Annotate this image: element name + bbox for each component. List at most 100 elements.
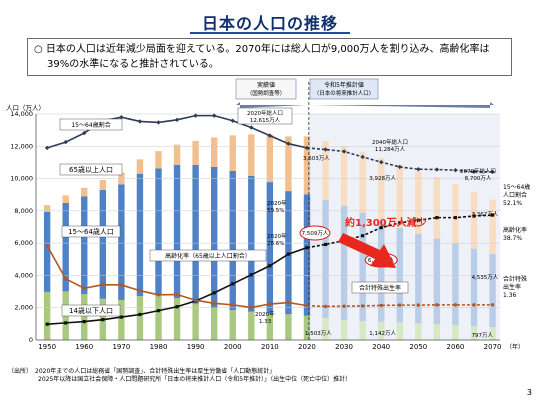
aging-rate-line-point-2065 bbox=[472, 214, 476, 218]
bar-working-2000 bbox=[229, 171, 236, 311]
bar-young-2035 bbox=[359, 321, 366, 340]
working-ratio-line-point-1955 bbox=[63, 139, 68, 145]
bar-young-1980 bbox=[155, 295, 162, 340]
projection-header-title: 令和5年推計値 bbox=[324, 81, 364, 89]
right-fertility-a: 合計特殊 bbox=[503, 275, 527, 283]
working-ratio-line-point-2050 bbox=[416, 167, 421, 172]
bar-young-2020 bbox=[303, 315, 311, 340]
peak-2020-label-line1: 2020年総人口 bbox=[247, 109, 283, 117]
summary-text-1: 日本の人口は近年減少局面を迎えている。2070年には総人口が9,000万人を割り… bbox=[45, 44, 490, 55]
aging-rate-line-point-1985 bbox=[175, 305, 179, 309]
fertility-rate-line-point-1980 bbox=[156, 293, 161, 297]
fertility-rate-line-point-2025 bbox=[323, 304, 328, 309]
working-2070-value: 4,535万人 bbox=[472, 274, 499, 281]
bar-working-1980 bbox=[155, 168, 162, 296]
aging-rate-line-point-2020 bbox=[305, 246, 309, 250]
fertility-rate-line-point-2015 bbox=[286, 300, 291, 305]
working-ratio-line-point-1985 bbox=[174, 117, 180, 123]
working-ratio-line-point-2015 bbox=[286, 141, 291, 146]
bar-elderly-2025 bbox=[322, 141, 329, 200]
x-tick-label-2030: 2030 bbox=[335, 343, 353, 351]
young-2020-value: 1,503万人 bbox=[305, 330, 332, 337]
y-tick-label-6: 12,000 bbox=[10, 142, 33, 150]
fertility-2020-label-a: 2020年 bbox=[255, 310, 275, 318]
fertility-rate-line-point-2055 bbox=[435, 303, 439, 307]
bar-elderly-1960 bbox=[81, 187, 88, 197]
aging-rate-line-point-2045 bbox=[398, 221, 402, 225]
bar-elderly-2045 bbox=[396, 164, 403, 229]
y-tick-label-0: 0 bbox=[29, 336, 33, 344]
bar-young-2065 bbox=[470, 326, 478, 340]
bar-young-2000 bbox=[229, 310, 236, 340]
working-ratio-line-point-2065 bbox=[471, 169, 477, 174]
bar-working-2045 bbox=[396, 228, 403, 323]
x-tick-label-2040: 2040 bbox=[372, 343, 390, 351]
fertility-2020-label-b: 1.33 bbox=[259, 319, 272, 325]
y-tick-label-7: 14,000 bbox=[10, 110, 33, 118]
bar-elderly-1975 bbox=[136, 159, 144, 174]
fertility-rate-line-point-2050 bbox=[416, 303, 421, 307]
total-2070-label-line2: 8,700万人 bbox=[465, 175, 492, 182]
aging-rate-line-point-2040 bbox=[379, 226, 383, 230]
bar-working-2035 bbox=[359, 212, 366, 322]
aging-rate-line-point-2025 bbox=[323, 242, 328, 247]
bar-young-1970 bbox=[118, 299, 125, 340]
right-working-ratio-a: 15～64歳 bbox=[503, 183, 530, 191]
bar-elderly-2065 bbox=[470, 191, 478, 249]
fertility-rate-line-point-1990 bbox=[193, 298, 198, 302]
fertility-rate-line-point-2010 bbox=[268, 302, 272, 306]
aging-rate-line-point-2015 bbox=[286, 252, 291, 256]
bar-working-1960 bbox=[81, 196, 88, 295]
actual-header-box bbox=[235, 78, 297, 100]
bar-working-2020 bbox=[303, 194, 311, 316]
aging-rate-line-point-1980 bbox=[156, 309, 161, 313]
y-axis-title: 人口（万人） bbox=[6, 104, 45, 112]
elderly-2020-value: 3,603万人 bbox=[303, 155, 330, 162]
y-tick-label-3: 6,000 bbox=[14, 239, 33, 247]
bar-elderly-2035 bbox=[359, 151, 366, 213]
working-ratio-line-point-2010 bbox=[267, 133, 273, 138]
bar-elderly-1950 bbox=[43, 205, 51, 212]
total-2040-label-line1: 2040年総人口 bbox=[372, 138, 408, 146]
x-tick-label-2050: 2050 bbox=[409, 343, 427, 351]
actual-header-subtitle: （国勢調査等） bbox=[247, 89, 286, 97]
aging-2020-label-a: 2020年 bbox=[267, 232, 287, 240]
bar-young-1950 bbox=[43, 291, 51, 340]
bar-elderly-2040 bbox=[378, 157, 385, 222]
bar-elderly-1985 bbox=[173, 144, 181, 165]
fertility-rate-line-point-1995 bbox=[212, 301, 216, 306]
bar-elderly-2020 bbox=[303, 136, 311, 195]
fertility-rate-line-point-2040 bbox=[379, 303, 383, 308]
bar-young-1985 bbox=[173, 297, 181, 340]
fertility-rate-line-point-2045 bbox=[398, 303, 402, 307]
projection-arrow bbox=[310, 102, 494, 108]
actual-header-title: 実績値 bbox=[257, 81, 275, 89]
working-ratio-line-point-2035 bbox=[360, 154, 365, 160]
bar-working-2050 bbox=[415, 233, 422, 324]
working-ratio-2020-label-b: 59.5% bbox=[267, 208, 284, 214]
aging-rate-line-point-1965 bbox=[101, 318, 105, 322]
working-ratio-line-point-2000 bbox=[230, 118, 235, 123]
working-ratio-line-point-2025 bbox=[323, 147, 328, 152]
bar-elderly-1955 bbox=[62, 195, 69, 204]
bar-young-2045 bbox=[396, 322, 403, 340]
bar-elderly-1995 bbox=[210, 137, 218, 167]
bar-young-1975 bbox=[136, 296, 144, 340]
bar-young-2015 bbox=[285, 314, 292, 340]
line-series-group bbox=[44, 113, 495, 326]
elderly-2040-value: 3,928万人 bbox=[369, 175, 396, 182]
bar-working-2025 bbox=[322, 199, 329, 318]
working-ratio-line-point-2045 bbox=[397, 164, 402, 170]
decrease-arrow bbox=[338, 233, 396, 268]
bar-young-2070 bbox=[489, 327, 496, 340]
projection-background bbox=[308, 114, 500, 340]
y-tick-label-1: 2,000 bbox=[14, 304, 33, 312]
right-fertility-b: 出生率 bbox=[503, 283, 521, 291]
x-tick-label-1990: 1990 bbox=[187, 343, 205, 351]
bar-young-1990 bbox=[192, 303, 199, 340]
x-axis-title: （年） bbox=[506, 343, 524, 351]
working-ratio-line-point-1995 bbox=[211, 113, 217, 118]
bar-working-1970 bbox=[118, 184, 125, 300]
bar-elderly-1965 bbox=[99, 179, 107, 190]
legend-elderly-box bbox=[59, 163, 123, 176]
